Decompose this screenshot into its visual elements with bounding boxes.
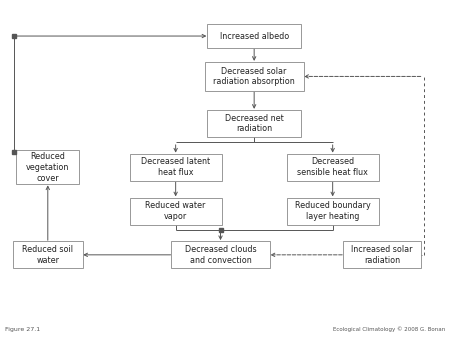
Text: Reduced soil
water: Reduced soil water [22, 245, 73, 265]
FancyBboxPatch shape [13, 241, 82, 268]
Text: Decreased net
radiation: Decreased net radiation [225, 114, 284, 134]
Text: Ecological Climatology © 2008 G. Bonan: Ecological Climatology © 2008 G. Bonan [333, 327, 445, 332]
Text: Reduced
vegetation
cover: Reduced vegetation cover [26, 152, 69, 183]
Text: Increased albedo: Increased albedo [220, 31, 289, 41]
Text: Decreased solar
radiation absorption: Decreased solar radiation absorption [213, 67, 295, 86]
FancyBboxPatch shape [207, 24, 301, 48]
FancyBboxPatch shape [287, 154, 378, 181]
FancyBboxPatch shape [130, 154, 222, 181]
Text: Figure 27.1: Figure 27.1 [5, 327, 40, 332]
Text: Decreased latent
heat flux: Decreased latent heat flux [141, 158, 210, 177]
FancyBboxPatch shape [207, 110, 301, 137]
Text: Increased solar
radiation: Increased solar radiation [351, 245, 413, 265]
FancyBboxPatch shape [130, 198, 222, 224]
Text: Decreased
sensible heat flux: Decreased sensible heat flux [297, 158, 368, 177]
FancyBboxPatch shape [16, 150, 79, 184]
FancyBboxPatch shape [205, 62, 303, 91]
Text: Reduced water
vapor: Reduced water vapor [145, 201, 206, 221]
FancyBboxPatch shape [171, 241, 270, 268]
FancyBboxPatch shape [287, 198, 378, 224]
Text: Decreased clouds
and convection: Decreased clouds and convection [184, 245, 256, 265]
FancyBboxPatch shape [343, 241, 421, 268]
Text: Reduced boundary
layer heating: Reduced boundary layer heating [295, 201, 370, 221]
